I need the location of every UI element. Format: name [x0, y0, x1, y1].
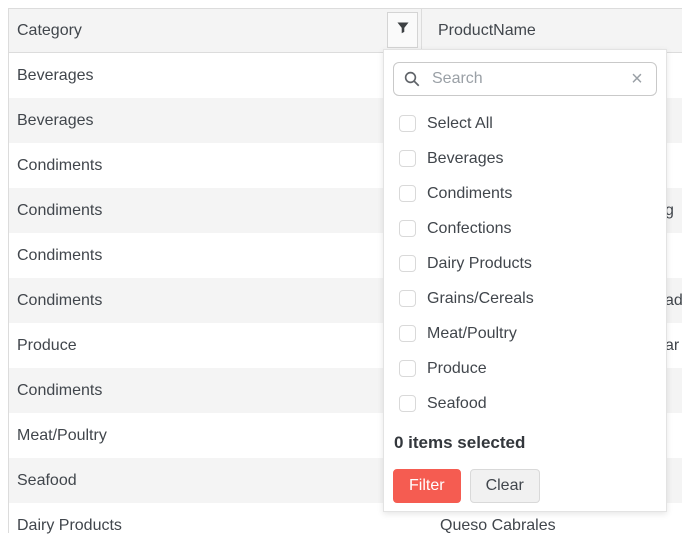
checkbox[interactable]	[399, 255, 416, 272]
filter-item-label: Meat/Poultry	[427, 324, 517, 342]
category-cell: Condiments	[9, 278, 421, 323]
filter-item-label: Select All	[427, 114, 493, 132]
category-cell-text: Beverages	[17, 66, 94, 84]
product-cell: ar	[421, 323, 682, 368]
column-header-productname[interactable]: ProductName	[421, 9, 682, 52]
category-cell-text: Condiments	[17, 291, 103, 309]
filter-item-label: Grains/Cereals	[427, 289, 534, 307]
filter-item-label: Beverages	[427, 149, 504, 167]
filter-item-label: Seafood	[427, 394, 487, 412]
category-cell: Condiments	[9, 368, 421, 413]
category-cell: Condiments	[9, 143, 421, 188]
product-cell: ad	[421, 278, 682, 323]
filter-checkbox-list: Select All Beverages Condiments Confecti…	[384, 106, 666, 421]
product-cell-text: ad	[665, 291, 682, 309]
category-cell: Seafood	[9, 458, 421, 503]
category-cell-text: Condiments	[17, 246, 103, 264]
product-cell-text: Queso Cabrales	[440, 516, 556, 534]
category-header-filter-button[interactable]	[387, 12, 418, 48]
checkbox[interactable]	[399, 290, 416, 307]
category-cell: Dairy Products	[9, 503, 421, 548]
header-filter-popup: × Select All Beverages Condiments Confec…	[383, 49, 667, 512]
funnel-icon	[396, 20, 410, 40]
category-cell: Condiments	[9, 233, 421, 278]
filter-search: ×	[393, 62, 657, 96]
checkbox[interactable]	[399, 150, 416, 167]
checkbox[interactable]	[399, 115, 416, 132]
filter-list-item[interactable]: Seafood	[384, 386, 666, 421]
checkbox[interactable]	[399, 360, 416, 377]
column-header-category-label: Category	[17, 21, 82, 39]
product-cell: Queso Cabrales	[421, 503, 682, 548]
filter-button[interactable]: Filter	[393, 469, 461, 503]
category-cell-text: Seafood	[17, 471, 77, 489]
category-cell-text: Dairy Products	[17, 516, 122, 534]
product-cell-text: g	[665, 201, 674, 219]
category-cell-text: Condiments	[17, 201, 103, 219]
filter-search-input[interactable]	[393, 62, 657, 96]
filter-list-item[interactable]: Dairy Products	[384, 246, 666, 281]
category-cell-text: Beverages	[17, 111, 94, 129]
category-cell: Produce	[9, 323, 421, 368]
selection-status: 0 items selected	[394, 433, 526, 452]
category-cell-text: Condiments	[17, 381, 103, 399]
filter-item-label: Confections	[427, 219, 512, 237]
filter-list-item[interactable]: Produce	[384, 351, 666, 386]
filter-list-item[interactable]: Meat/Poultry	[384, 316, 666, 351]
filter-item-label: Condiments	[427, 184, 513, 202]
filter-list-item[interactable]: Confections	[384, 211, 666, 246]
category-cell-text: Meat/Poultry	[17, 426, 107, 444]
clear-search-icon[interactable]: ×	[631, 67, 643, 90]
checkbox[interactable]	[399, 395, 416, 412]
grid-header-row: Category ProductName	[9, 9, 682, 53]
filter-list-item[interactable]: Grains/Cereals	[384, 281, 666, 316]
filter-list-item[interactable]: Condiments	[384, 176, 666, 211]
clear-button[interactable]: Clear	[469, 469, 540, 503]
popup-button-row: Filter Clear	[393, 469, 666, 503]
column-header-category[interactable]: Category	[9, 9, 421, 52]
category-cell: Meat/Poultry	[9, 413, 421, 458]
filter-item-label: Produce	[427, 359, 487, 377]
filter-list-item[interactable]: Beverages	[384, 141, 666, 176]
category-cell: Beverages	[9, 98, 421, 143]
filter-list-item[interactable]: Select All	[384, 106, 666, 141]
category-cell-text: Produce	[17, 336, 77, 354]
category-cell-text: Condiments	[17, 156, 103, 174]
product-cell-text: ar	[665, 336, 680, 354]
filter-item-label: Dairy Products	[427, 254, 532, 272]
checkbox[interactable]	[399, 325, 416, 342]
column-header-productname-label: ProductName	[438, 21, 536, 39]
category-cell: Beverages	[9, 53, 421, 98]
checkbox[interactable]	[399, 185, 416, 202]
product-cell: g	[421, 188, 682, 233]
checkbox[interactable]	[399, 220, 416, 237]
category-cell: Condiments	[9, 188, 421, 233]
